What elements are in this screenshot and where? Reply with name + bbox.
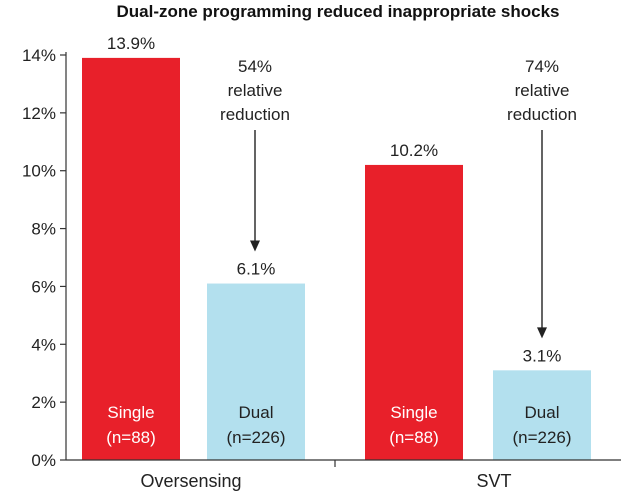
bar-value-label: 13.9% <box>107 34 155 53</box>
bar-sample-size-label: (n=88) <box>106 428 156 447</box>
bar-series-label: Dual <box>525 403 560 422</box>
bar-sample-size-label: (n=226) <box>226 428 285 447</box>
bar-sample-size-label: (n=226) <box>512 428 571 447</box>
y-tick-label: 14% <box>22 46 56 65</box>
bar-value-label: 6.1% <box>237 260 276 279</box>
category-label-svt: SVT <box>476 471 511 491</box>
y-tick-label: 10% <box>22 162 56 181</box>
bar-series-label: Single <box>390 403 437 422</box>
annotation-text: reduction <box>507 105 577 124</box>
bar-sample-size-label: (n=88) <box>389 428 439 447</box>
y-tick-label: 6% <box>31 277 56 296</box>
bar-value-label: 10.2% <box>390 141 438 160</box>
annotation-text: reduction <box>220 105 290 124</box>
annotation-text: relative <box>515 81 570 100</box>
category-label-oversensing: Oversensing <box>140 471 241 491</box>
bar-oversensing-single <box>82 57 180 461</box>
annotation-arrow-head <box>537 327 547 339</box>
y-tick-label: 8% <box>31 220 56 239</box>
annotation-text: relative <box>228 81 283 100</box>
y-tick-label: 0% <box>31 451 56 470</box>
annotation-text: 74% <box>525 57 559 76</box>
bar-svt-dual <box>493 370 591 460</box>
bar-svt-single <box>365 164 463 460</box>
annotation-text: 54% <box>238 57 272 76</box>
annotation-arrow-head <box>250 240 260 252</box>
bar-oversensing-dual <box>207 283 305 460</box>
y-tick-label: 2% <box>31 393 56 412</box>
bar-series-label: Single <box>107 403 154 422</box>
y-tick-label: 12% <box>22 104 56 123</box>
bar-series-label: Dual <box>239 403 274 422</box>
chart-title: Dual-zone programming reduced inappropri… <box>116 2 559 21</box>
y-tick-label: 4% <box>31 335 56 354</box>
bar-value-label: 3.1% <box>523 346 562 365</box>
